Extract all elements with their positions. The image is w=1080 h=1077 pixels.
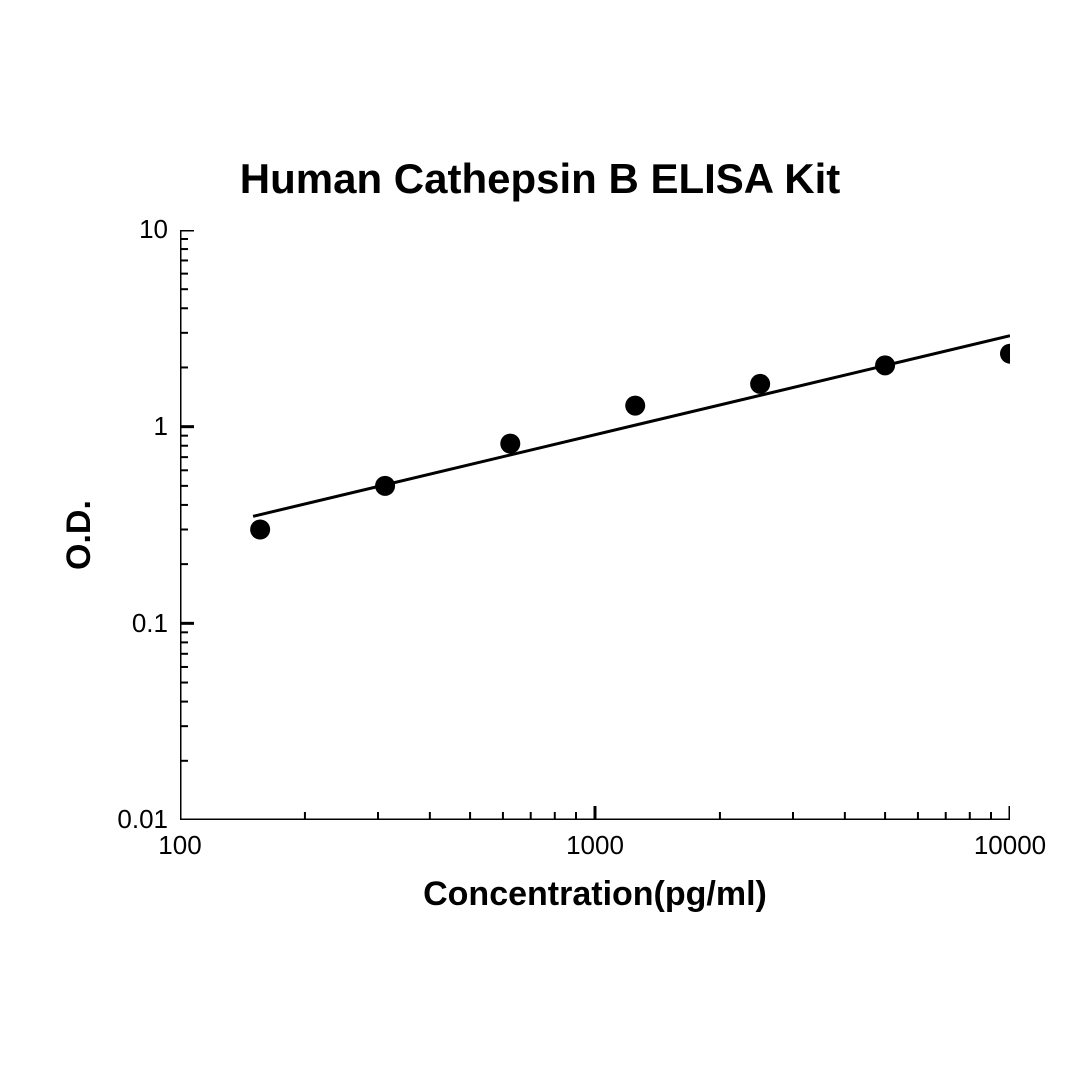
chart-page: Human Cathepsin B ELISA Kit O.D. Concent…: [0, 0, 1080, 1077]
y-tick-label: 1: [88, 411, 168, 442]
x-tick-label: 100: [120, 830, 240, 861]
x-tick-label: 1000: [535, 830, 655, 861]
chart-svg: [180, 230, 1010, 820]
chart-title: Human Cathepsin B ELISA Kit: [0, 155, 1080, 203]
y-tick-label: 0.1: [88, 608, 168, 639]
plot-area: [180, 230, 1010, 820]
x-axis-label: Concentration(pg/ml): [385, 875, 805, 914]
y-tick-label: 10: [88, 214, 168, 245]
y-axis-label: O.D.: [60, 500, 99, 570]
x-tick-label: 10000: [950, 830, 1070, 861]
